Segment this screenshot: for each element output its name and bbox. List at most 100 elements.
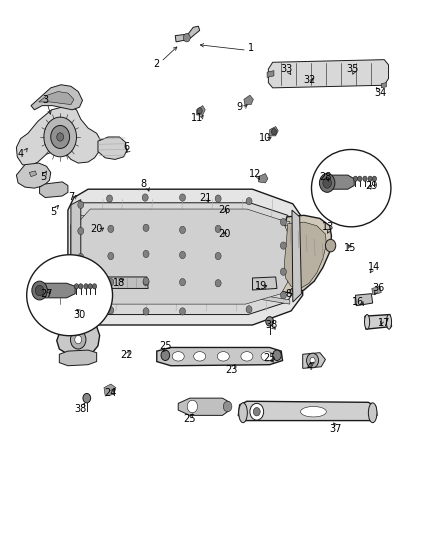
- Circle shape: [84, 284, 88, 289]
- Ellipse shape: [27, 255, 113, 336]
- Circle shape: [143, 251, 149, 257]
- Polygon shape: [258, 174, 268, 183]
- Circle shape: [272, 350, 281, 360]
- Text: 4: 4: [307, 362, 313, 372]
- Polygon shape: [268, 60, 389, 88]
- Text: 9: 9: [237, 102, 243, 112]
- Text: 25: 25: [159, 341, 172, 351]
- Text: 11: 11: [191, 113, 203, 123]
- Polygon shape: [238, 401, 377, 421]
- Text: 37: 37: [329, 424, 342, 434]
- Text: 23: 23: [225, 365, 237, 375]
- Text: 25: 25: [263, 353, 276, 363]
- Circle shape: [78, 254, 84, 261]
- Ellipse shape: [241, 352, 253, 361]
- Text: 17: 17: [378, 318, 390, 328]
- Polygon shape: [372, 286, 381, 295]
- Polygon shape: [267, 71, 274, 77]
- Polygon shape: [284, 222, 326, 288]
- Circle shape: [108, 225, 114, 232]
- Circle shape: [184, 34, 190, 42]
- Polygon shape: [365, 314, 392, 329]
- Text: 7: 7: [68, 191, 74, 201]
- Polygon shape: [252, 277, 277, 290]
- Polygon shape: [39, 182, 68, 198]
- Text: 18: 18: [113, 278, 126, 288]
- Polygon shape: [303, 353, 325, 368]
- Text: 30: 30: [74, 310, 85, 320]
- Circle shape: [358, 176, 362, 181]
- Circle shape: [92, 284, 97, 289]
- Circle shape: [143, 224, 149, 231]
- Text: 20: 20: [218, 229, 230, 239]
- Text: 5: 5: [40, 172, 46, 182]
- Polygon shape: [78, 209, 288, 304]
- Circle shape: [307, 353, 318, 368]
- Text: 36: 36: [373, 284, 385, 294]
- Polygon shape: [321, 175, 354, 189]
- Circle shape: [215, 195, 221, 202]
- Ellipse shape: [217, 352, 230, 361]
- Text: 3: 3: [42, 95, 48, 106]
- Circle shape: [78, 228, 84, 235]
- Text: 21: 21: [199, 192, 212, 203]
- Circle shape: [143, 278, 149, 285]
- Circle shape: [197, 108, 202, 114]
- Polygon shape: [71, 203, 296, 314]
- Circle shape: [246, 198, 252, 205]
- Polygon shape: [276, 215, 332, 294]
- Circle shape: [44, 117, 77, 157]
- Text: 27: 27: [40, 289, 53, 298]
- Circle shape: [83, 393, 91, 403]
- Polygon shape: [292, 210, 301, 302]
- Polygon shape: [31, 85, 82, 110]
- Polygon shape: [244, 95, 253, 104]
- Circle shape: [280, 242, 286, 249]
- Circle shape: [143, 279, 149, 286]
- Circle shape: [78, 306, 84, 313]
- Polygon shape: [74, 294, 290, 304]
- Circle shape: [57, 133, 64, 141]
- Circle shape: [143, 308, 149, 315]
- Polygon shape: [106, 277, 148, 288]
- Text: 13: 13: [322, 222, 335, 232]
- Ellipse shape: [300, 407, 326, 417]
- Text: 34: 34: [374, 88, 386, 98]
- Circle shape: [319, 174, 335, 192]
- Text: 8: 8: [286, 289, 292, 298]
- Circle shape: [79, 284, 83, 289]
- Circle shape: [246, 306, 252, 313]
- Ellipse shape: [194, 352, 206, 361]
- Circle shape: [325, 239, 336, 252]
- Circle shape: [88, 284, 92, 289]
- Text: 25: 25: [184, 414, 196, 424]
- Ellipse shape: [172, 352, 184, 361]
- Circle shape: [78, 201, 84, 208]
- Polygon shape: [74, 215, 290, 226]
- Polygon shape: [270, 126, 278, 136]
- Polygon shape: [39, 92, 74, 104]
- Text: 24: 24: [105, 388, 117, 398]
- Circle shape: [215, 279, 221, 287]
- Polygon shape: [74, 241, 290, 252]
- Text: 29: 29: [365, 181, 378, 190]
- Text: 12: 12: [249, 168, 261, 179]
- Text: 28: 28: [319, 172, 332, 182]
- Text: 32: 32: [304, 75, 316, 85]
- Ellipse shape: [311, 149, 391, 227]
- Text: 35: 35: [347, 64, 359, 74]
- Circle shape: [250, 403, 264, 420]
- Polygon shape: [175, 26, 200, 42]
- Circle shape: [180, 194, 186, 201]
- Ellipse shape: [364, 314, 370, 329]
- Polygon shape: [197, 106, 205, 115]
- Circle shape: [32, 281, 47, 300]
- Text: 10: 10: [259, 133, 272, 143]
- Circle shape: [215, 253, 221, 260]
- Polygon shape: [74, 268, 290, 278]
- Circle shape: [363, 176, 367, 181]
- Polygon shape: [68, 189, 303, 325]
- Polygon shape: [157, 348, 283, 366]
- Circle shape: [51, 125, 70, 149]
- Circle shape: [253, 408, 260, 416]
